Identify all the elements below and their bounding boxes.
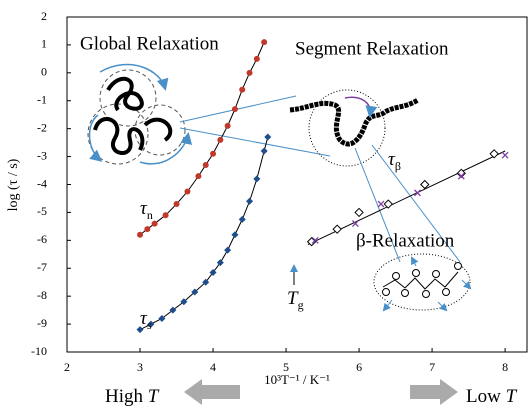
low-var: T (506, 386, 518, 407)
x-tick-label: 3 (137, 360, 143, 374)
point (261, 148, 268, 155)
point (264, 134, 271, 141)
point (137, 232, 143, 238)
x-tick-label: 4 (210, 360, 216, 374)
high-var: T (148, 386, 160, 407)
y-tick-label: -9 (37, 316, 47, 330)
series-label: τβ (388, 149, 401, 172)
high-label: High T (105, 386, 160, 407)
point (246, 198, 253, 205)
x-tick-label: 8 (502, 360, 508, 374)
high-arrow (184, 379, 240, 405)
tg-label: Tg (287, 288, 304, 311)
x-axis-label: 10³T⁻¹ / K⁻¹ (264, 372, 330, 387)
point (232, 106, 238, 112)
point (217, 137, 223, 143)
x-tick-label: 7 (429, 360, 435, 374)
chart: Global Relaxation Segment Relaxation β-R… (0, 0, 529, 410)
point (261, 39, 267, 45)
series-label: τs (140, 308, 152, 331)
global-illustration (88, 65, 330, 164)
point (384, 200, 392, 208)
point (174, 201, 180, 207)
point (414, 190, 420, 196)
point (502, 152, 508, 158)
y-tick-label: -6 (37, 232, 47, 246)
point (239, 87, 245, 93)
y-tick-label: -10 (31, 344, 47, 358)
y-tick-label: -1 (37, 93, 47, 107)
y-tick-label: -3 (37, 148, 47, 162)
point (378, 201, 384, 207)
point (231, 231, 238, 238)
y-tick-label: -4 (37, 176, 47, 190)
series-label-sub: n (147, 208, 153, 222)
point (225, 123, 231, 129)
y-tick-label: -2 (37, 120, 47, 134)
tg-sub: g (298, 298, 304, 312)
y-tick-label: -5 (37, 204, 47, 218)
global-label: Global Relaxation (80, 33, 219, 54)
point (184, 188, 190, 194)
point (247, 70, 253, 76)
x-tick-label: 6 (356, 360, 362, 374)
low-text: Low (466, 386, 501, 407)
point (203, 162, 209, 168)
y-tick-label: 0 (41, 65, 47, 79)
x-tick-label: 2 (64, 360, 70, 374)
point (253, 175, 260, 182)
point (224, 247, 231, 254)
low-label: Low T (466, 386, 518, 407)
beta-label: β-Relaxation (356, 230, 455, 251)
segment-label: Segment Relaxation (295, 38, 449, 59)
point (195, 173, 201, 179)
series-label-sub: s (147, 318, 152, 332)
fit-line (140, 42, 264, 235)
segment-illustration (290, 90, 470, 310)
point (144, 226, 150, 232)
y-axis-label: log (τ / s) (6, 158, 21, 211)
point (163, 212, 169, 218)
y-tick-label: 1 (41, 37, 47, 51)
low-arrow (410, 379, 458, 405)
x-tick-label: 5 (283, 360, 289, 374)
series-label-sub: β (395, 159, 401, 173)
point (490, 150, 498, 158)
point (355, 208, 363, 216)
series-label: τn (140, 198, 153, 221)
y-tick-label: -7 (37, 260, 47, 274)
y-tick-label: 2 (41, 9, 47, 23)
point (254, 56, 260, 62)
high-text: High (105, 386, 144, 407)
point (239, 216, 246, 223)
y-tick-label: -8 (37, 288, 47, 302)
point (210, 151, 216, 157)
